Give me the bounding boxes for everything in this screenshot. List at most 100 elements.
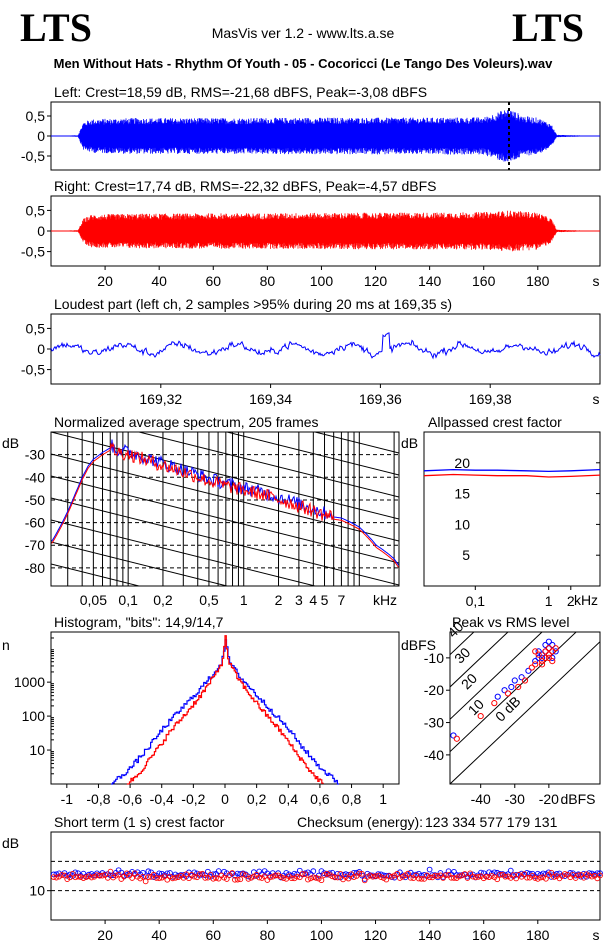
allpass-title: Allpassed crest factor bbox=[428, 414, 562, 430]
shortterm-point bbox=[464, 875, 471, 881]
peakrms-diag-label: 0 dB bbox=[492, 693, 524, 725]
peakrms-diag-label: 20 bbox=[458, 670, 480, 692]
shortterm-point bbox=[267, 874, 273, 881]
shortterm-point bbox=[407, 874, 414, 881]
spectrum-line-0 bbox=[51, 439, 399, 566]
loudest-xtick: 169,36 bbox=[359, 391, 402, 407]
histogram-ytick: 100 bbox=[22, 708, 46, 724]
shortterm-point bbox=[142, 878, 149, 885]
loudest-xunit: s bbox=[593, 391, 600, 407]
shortterm-point bbox=[334, 874, 341, 881]
shortterm-xtick: 180 bbox=[526, 927, 550, 943]
shortterm-point bbox=[131, 870, 138, 877]
spectrum-line-1 bbox=[51, 442, 399, 569]
shortterm-point bbox=[115, 871, 122, 878]
shortterm-point bbox=[307, 875, 314, 882]
shortterm-point bbox=[459, 872, 465, 879]
spectrum-slope bbox=[51, 300, 399, 387]
shortterm-point bbox=[589, 873, 595, 880]
shortterm-point bbox=[475, 874, 482, 880]
shortterm-point bbox=[478, 869, 484, 876]
shortterm-point bbox=[207, 871, 214, 878]
shortterm-point bbox=[470, 873, 476, 880]
shortterm-point bbox=[140, 869, 146, 876]
shortterm-point bbox=[543, 875, 549, 882]
shortterm-point bbox=[180, 872, 187, 878]
shortterm-point bbox=[175, 874, 181, 881]
shortterm-point bbox=[518, 870, 525, 877]
shortterm-point bbox=[294, 873, 300, 880]
peakrms-point bbox=[504, 690, 512, 697]
shortterm-point bbox=[67, 874, 73, 881]
loudest-line bbox=[50, 332, 601, 360]
shortterm-point bbox=[296, 874, 303, 881]
right-xtick: 140 bbox=[418, 273, 442, 289]
shortterm-point bbox=[275, 872, 282, 879]
shortterm-point bbox=[351, 874, 357, 881]
shortterm-point bbox=[486, 874, 492, 880]
shortterm-point bbox=[561, 873, 568, 879]
histogram-xtick: -1 bbox=[61, 791, 74, 807]
peakrms-diagonal bbox=[450, 632, 475, 656]
spectrum-slope bbox=[51, 519, 318, 586]
shortterm-point bbox=[183, 871, 190, 878]
histogram-xtick: 0,4 bbox=[279, 791, 299, 807]
shortterm-point bbox=[302, 871, 309, 878]
shortterm-point bbox=[180, 874, 187, 881]
shortterm-point bbox=[313, 875, 319, 881]
peakrms-point bbox=[501, 687, 508, 694]
shortterm-point bbox=[513, 871, 520, 878]
peakrms-points bbox=[450, 638, 559, 742]
shortterm-ylabel: dB bbox=[2, 835, 19, 851]
allpass-ytick: 5 bbox=[462, 547, 470, 563]
shortterm-point bbox=[245, 876, 252, 882]
shortterm-point bbox=[234, 876, 241, 883]
shortterm-point bbox=[164, 876, 171, 883]
shortterm-xtick: 40 bbox=[151, 927, 167, 943]
shortterm-point bbox=[483, 873, 490, 880]
shortterm-point bbox=[405, 870, 411, 877]
peakrms-point bbox=[535, 651, 542, 658]
peakrms-point bbox=[545, 638, 552, 645]
shortterm-point bbox=[488, 870, 495, 877]
shortterm-point bbox=[597, 872, 603, 879]
shortterm-point bbox=[364, 874, 371, 880]
shortterm-point bbox=[472, 874, 479, 881]
shortterm-point bbox=[342, 871, 349, 877]
histogram-xtick: 0,2 bbox=[247, 791, 267, 807]
shortterm-point bbox=[140, 874, 146, 880]
loudest-ytick: -0,5 bbox=[21, 362, 45, 378]
spectrum-slope bbox=[136, 432, 399, 498]
shortterm-point bbox=[378, 874, 384, 880]
shortterm-point bbox=[494, 876, 501, 883]
peakrms-point bbox=[511, 677, 518, 684]
shortterm-point bbox=[367, 872, 373, 879]
peakrms-diagonal bbox=[450, 632, 509, 688]
logo-right: LTS bbox=[512, 5, 584, 50]
peakrms-ytick: -30 bbox=[424, 715, 444, 731]
right-xtick: 80 bbox=[260, 273, 276, 289]
peakrms-point bbox=[508, 683, 515, 691]
loudest-xtick: 169,38 bbox=[469, 391, 512, 407]
shortterm-point bbox=[191, 873, 198, 880]
shortterm-point bbox=[86, 873, 92, 880]
shortterm-point bbox=[580, 874, 587, 881]
shortterm-point bbox=[421, 876, 428, 882]
spectrum-xtick: 5 bbox=[321, 592, 329, 608]
track-title: Men Without Hats - Rhythm Of Youth - 05 … bbox=[53, 56, 553, 71]
shortterm-point bbox=[540, 870, 547, 877]
histogram-frame bbox=[50, 631, 400, 785]
shortterm-point bbox=[129, 875, 135, 881]
peakrms-point bbox=[532, 658, 539, 665]
shortterm-point bbox=[586, 870, 593, 876]
peakrms-point bbox=[491, 700, 498, 707]
shortterm-point bbox=[107, 868, 114, 875]
shortterm-point bbox=[261, 873, 268, 880]
spectrum-ytick: -40 bbox=[25, 469, 45, 485]
shortterm-point bbox=[502, 873, 509, 880]
spectrum-xtick: 3 bbox=[295, 592, 303, 608]
spectrum-slope bbox=[312, 432, 399, 454]
shortterm-point bbox=[467, 870, 474, 877]
shortterm-point bbox=[548, 869, 555, 876]
allpass-xtick: 2 bbox=[567, 593, 575, 609]
